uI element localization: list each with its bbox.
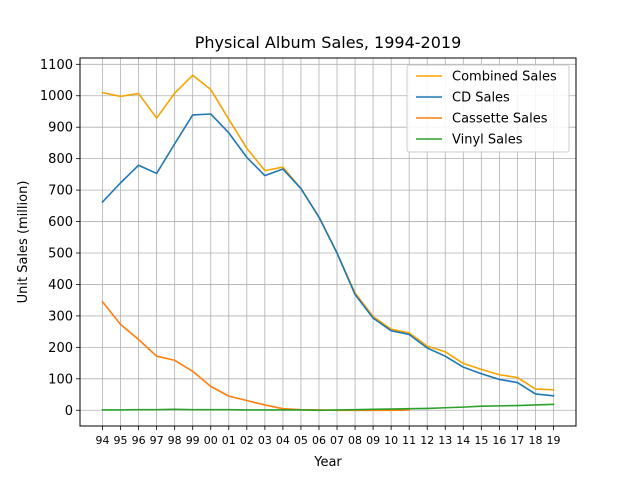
x-tick-label: 06 <box>312 434 326 447</box>
y-axis-title: Unit Sales (million) <box>16 181 31 304</box>
x-tick-label: 96 <box>132 434 146 447</box>
x-tick-label: 13 <box>438 434 452 447</box>
legend: Combined Sales CD Sales Cassette Sales Viny… <box>406 64 570 153</box>
legend-label-cassette-sales: Cassette Sales <box>452 112 548 127</box>
y-tick-label: 900 <box>48 121 73 136</box>
x-tick-label: 09 <box>366 434 380 447</box>
x-tick-label: 14 <box>456 434 470 447</box>
x-tick-label: 07 <box>330 434 344 447</box>
legend-label-combined-sales: Combined Sales <box>452 70 557 85</box>
y-tick-label: 800 <box>48 152 73 167</box>
y-axis-ticks: 0 100 200 300 400 500 600 700 800 900 1000 1100 <box>40 58 80 419</box>
x-tick-label: 05 <box>294 434 308 447</box>
y-tick-label: 100 <box>48 372 73 387</box>
x-tick-label: 08 <box>348 434 362 447</box>
y-tick-label: 300 <box>48 309 73 324</box>
x-tick-label: 17 <box>510 434 524 447</box>
y-tick-label: 600 <box>48 215 73 230</box>
x-tick-label: 04 <box>276 434 290 447</box>
x-tick-label: 03 <box>258 434 272 447</box>
y-tick-label: 1100 <box>40 58 73 73</box>
chart-title: Physical Album Sales, 1994-2019 <box>195 33 462 52</box>
plot-frame <box>79 57 577 427</box>
legend-box <box>406 64 570 153</box>
x-tick-label: 01 <box>222 434 236 447</box>
series-line-cd-sales <box>101 113 555 397</box>
x-tick-label: 11 <box>402 434 416 447</box>
y-tick-label: 200 <box>48 341 73 356</box>
y-tick-label: 0 <box>65 404 73 419</box>
x-tick-label: 02 <box>240 434 254 447</box>
x-tick-label: 94 <box>96 434 110 447</box>
x-axis-title: Year <box>313 455 342 470</box>
x-tick-label: 97 <box>150 434 164 447</box>
series-line-vinyl-sales <box>101 403 555 412</box>
x-tick-label: 00 <box>204 434 218 447</box>
y-tick-label: 400 <box>48 278 73 293</box>
x-tick-label: 15 <box>474 434 488 447</box>
y-tick-label: 700 <box>48 184 73 199</box>
y-tick-label: 500 <box>48 247 73 262</box>
series-lines <box>101 74 555 412</box>
y-tick-label: 1000 <box>40 89 73 104</box>
x-tick-label: 19 <box>547 434 561 447</box>
x-tick-label: 99 <box>186 434 200 447</box>
legend-label-cd-sales: CD Sales <box>452 91 510 106</box>
x-tick-label: 98 <box>168 434 182 447</box>
x-tick-label: 10 <box>384 434 398 447</box>
x-tick-label: 95 <box>114 434 128 447</box>
x-tick-label: 18 <box>528 434 542 447</box>
x-axis-ticks: 94 95 96 97 98 99 00 01 02 03 04 05 06 07 08 09 10 11 12 13… <box>96 426 561 447</box>
legend-label-vinyl-sales: Vinyl Sales <box>452 133 523 148</box>
x-tick-label: 16 <box>492 434 506 447</box>
x-tick-label: 12 <box>420 434 434 447</box>
